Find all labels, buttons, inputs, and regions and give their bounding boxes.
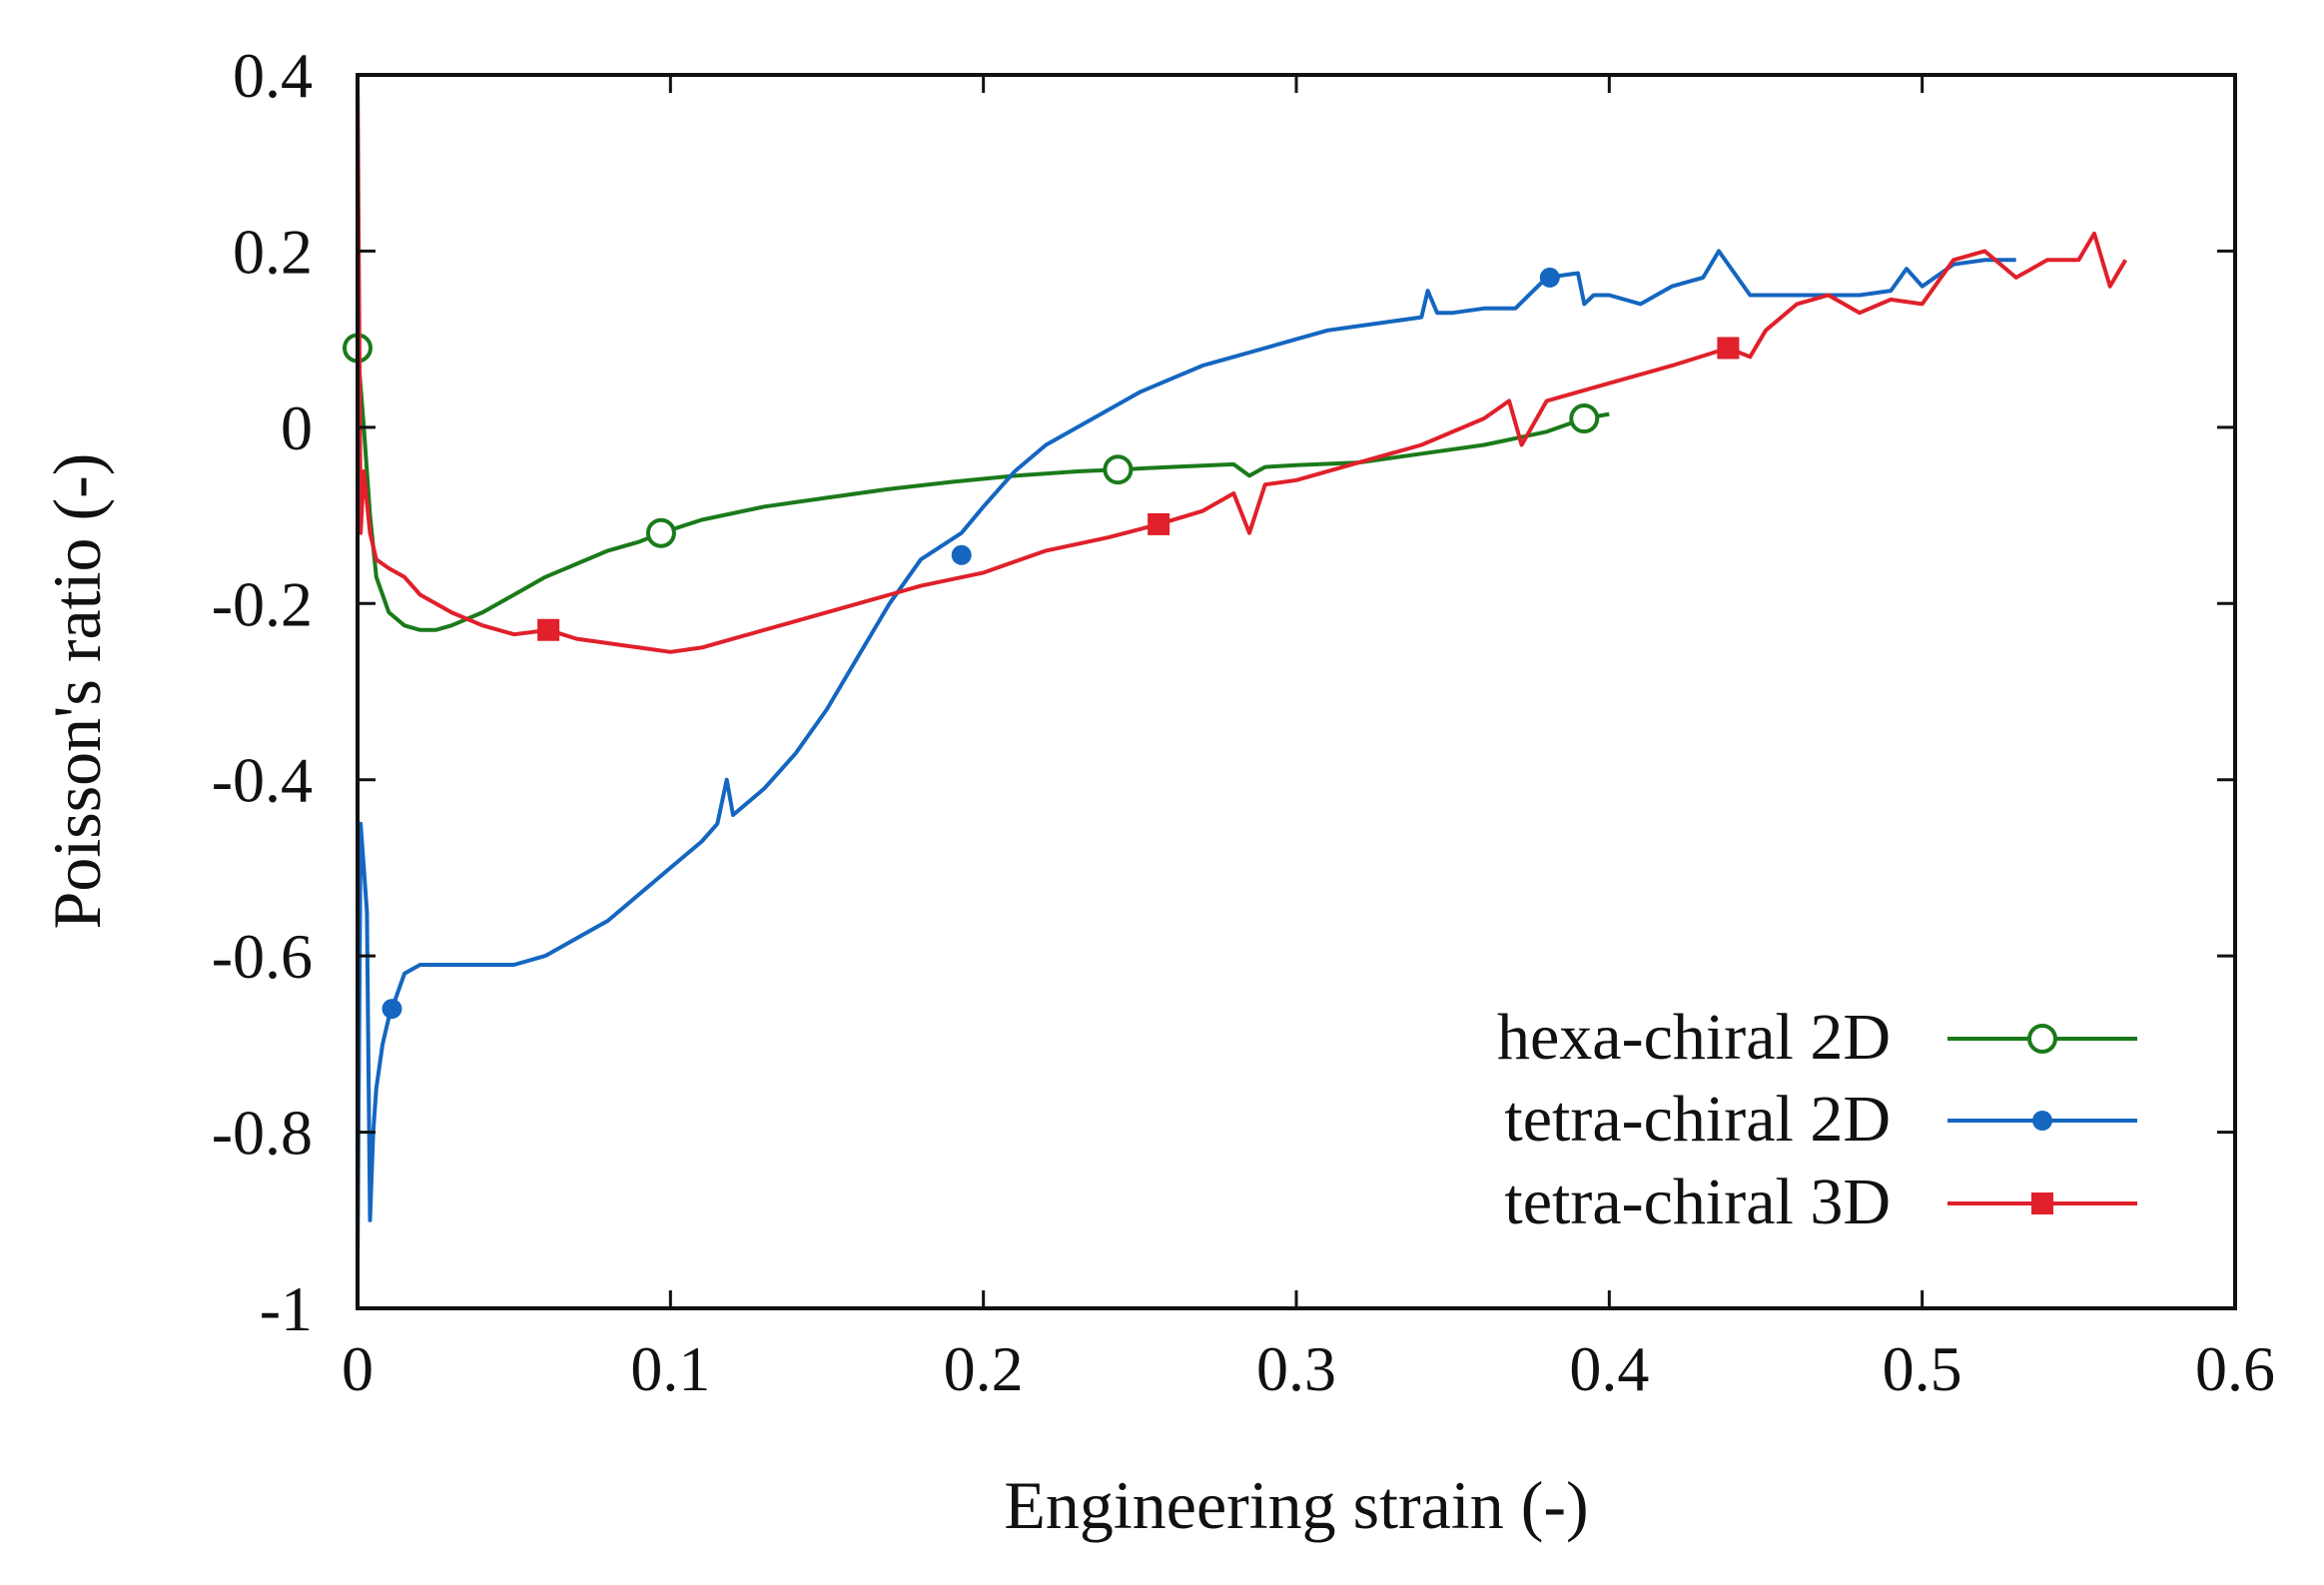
y-tick-label: 0.2: [233, 216, 313, 287]
ticks-layer: 0 0.1 0.2 0.3 0.4 0.5 0.6 0.4 0.2 0 -0.2 -0.4 -0.6 -0…: [212, 40, 2275, 1404]
y-tick-label: -0.2: [212, 568, 313, 639]
y-tick-label: -1: [260, 1273, 313, 1344]
series-marker-1: [382, 999, 402, 1020]
legend-marker: [2031, 1192, 2053, 1214]
series-marker-2: [1717, 337, 1740, 360]
series-marker-1: [1539, 267, 1560, 288]
y-tick-label: -0.4: [212, 745, 313, 816]
series-layer: [343, 74, 2128, 1264]
series-line-1: [356, 249, 2016, 1264]
series-marker-2: [537, 618, 560, 641]
x-tick-label: 0.4: [1569, 1333, 1649, 1404]
y-tick-label: -0.8: [212, 1098, 313, 1169]
x-tick-label: 0.2: [944, 1333, 1024, 1404]
legend: hexa-chiral 2D tetra-chiral 2D tetra-chira…: [1497, 1001, 2137, 1238]
x-axis-title: Engineering strain (-): [1004, 1467, 1588, 1543]
y-axis-title: Poisson's ratio (-): [39, 453, 115, 930]
series-marker-0: [1103, 454, 1134, 485]
legend-label: tetra-chiral 2D: [1504, 1083, 1891, 1156]
series-marker-1: [951, 544, 972, 565]
legend-marker: [2032, 1111, 2052, 1131]
y-tick-label: -0.6: [212, 921, 313, 992]
x-tick-label: 0.3: [1256, 1333, 1336, 1404]
x-tick-label: 0: [342, 1333, 374, 1404]
series-marker-2: [1148, 512, 1170, 535]
x-tick-label: 0.6: [2195, 1333, 2275, 1404]
legend-label: tetra-chiral 3D: [1504, 1166, 1891, 1238]
x-tick-label: 0.1: [630, 1333, 710, 1404]
series-marker-0: [645, 517, 676, 548]
legend-label: hexa-chiral 2D: [1497, 1001, 1891, 1074]
y-tick-label: 0.4: [233, 40, 313, 111]
x-tick-label: 0.5: [1883, 1333, 1962, 1404]
series-line-0: [356, 348, 1610, 632]
series-line-2: [356, 74, 2128, 654]
series-marker-0: [1569, 403, 1600, 434]
y-tick-label: 0: [281, 393, 313, 463]
legend-marker: [2027, 1024, 2057, 1054]
